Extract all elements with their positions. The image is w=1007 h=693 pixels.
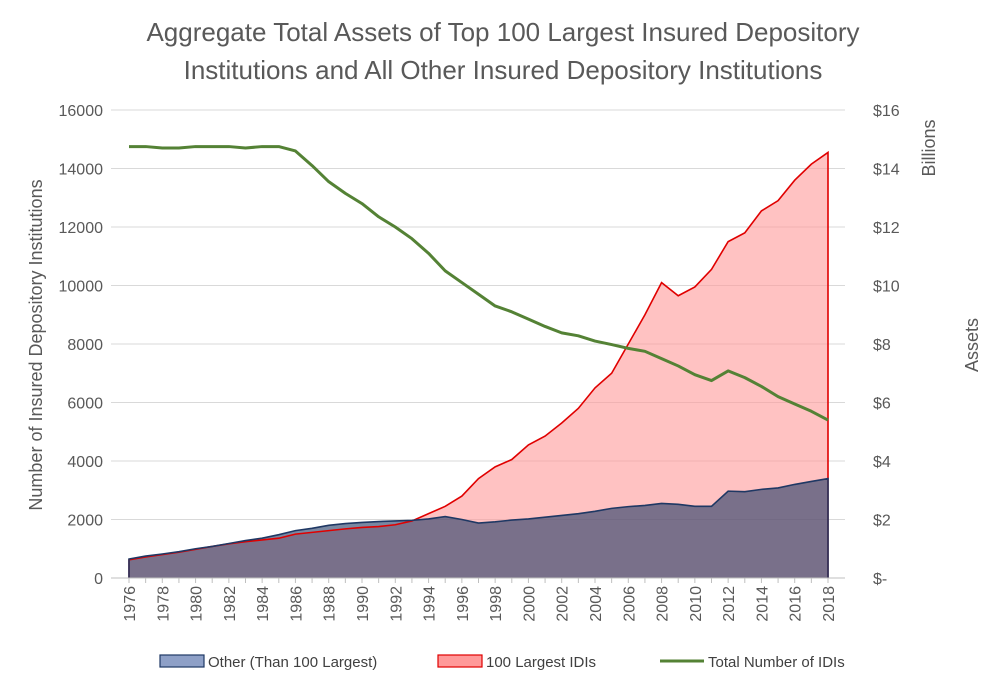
left-tick-label: 0 bbox=[94, 571, 103, 588]
right-tick-label: $4 bbox=[873, 454, 891, 471]
legend-swatch-other-than-100-largest- bbox=[159, 654, 205, 668]
x-tick-label: 1986 bbox=[288, 586, 305, 622]
right-tick-label: $14 bbox=[873, 162, 900, 179]
left-tick-label: 6000 bbox=[67, 396, 103, 413]
x-tick-label: 2010 bbox=[688, 586, 705, 622]
right-tick-label: $6 bbox=[873, 396, 891, 413]
x-tick-label: 2008 bbox=[655, 586, 672, 622]
x-tick-label: 1982 bbox=[222, 586, 239, 622]
x-tick-label: 1992 bbox=[388, 586, 405, 622]
x-tick-label: 2004 bbox=[588, 586, 605, 622]
x-tick-label: 2018 bbox=[821, 586, 838, 622]
legend-label-other-than-100-largest-: Other (Than 100 Largest) bbox=[208, 654, 377, 671]
x-tick-label: 1994 bbox=[422, 586, 439, 622]
left-tick-label: 4000 bbox=[67, 454, 103, 471]
left-tick-label: 2000 bbox=[67, 513, 103, 530]
right-tick-label: $10 bbox=[873, 279, 900, 296]
left-tick-label: 14000 bbox=[59, 162, 104, 179]
line-total-number-of-idis bbox=[129, 145, 829, 422]
x-tick-label: 1978 bbox=[155, 586, 172, 622]
left-tick-label: 10000 bbox=[59, 279, 104, 296]
right-axis-title: Assets bbox=[962, 318, 982, 372]
right-tick-label: $12 bbox=[873, 220, 900, 237]
left-tick-label: 12000 bbox=[59, 220, 104, 237]
x-axis-ticks: 1976 1978 1980 1982 1984 1986 1988 1990 1992 1994… bbox=[122, 586, 838, 622]
series-lines bbox=[129, 145, 829, 422]
x-tick-label: 1984 bbox=[255, 586, 272, 622]
x-tick-label: 2006 bbox=[621, 586, 638, 622]
x-tick-label: 1998 bbox=[488, 586, 505, 622]
x-tick-label: 2016 bbox=[788, 586, 805, 622]
axes bbox=[111, 577, 845, 583]
right-axis-ticks: $- $2 $4 $6 $8 $10 $12 $14 $16 bbox=[873, 103, 900, 588]
x-tick-label: 2002 bbox=[555, 586, 572, 622]
area-other-than-100-largest- bbox=[129, 478, 828, 578]
left-axis-ticks: 0 2000 4000 6000 8000 10000 12000 14000 16000 bbox=[59, 103, 104, 588]
left-axis-title: Number of Insured Depository Institution… bbox=[26, 179, 46, 510]
x-tick-label: 2014 bbox=[754, 586, 771, 622]
area-outline-other-than-100-largest- bbox=[128, 477, 829, 578]
left-tick-label: 8000 bbox=[67, 337, 103, 354]
x-tick-label: 2000 bbox=[521, 586, 538, 622]
right-tick-label: $- bbox=[873, 571, 887, 588]
x-tick-label: 2012 bbox=[721, 586, 738, 622]
right-tick-label: $2 bbox=[873, 513, 891, 530]
gridlines bbox=[111, 109, 845, 579]
left-tick-label: 16000 bbox=[59, 103, 104, 120]
legend: Other (Than 100 Largest) 100 Largest IDIs… bbox=[159, 654, 845, 671]
legend-swatch-100-largest-idis bbox=[437, 654, 483, 668]
x-tick-label: 1996 bbox=[455, 586, 472, 622]
legend-label-100-largest-idis: 100 Largest IDIs bbox=[486, 654, 596, 671]
chart-title-line-2: Institutions and All Other Insured Depos… bbox=[184, 55, 823, 85]
x-tick-label: 1980 bbox=[189, 586, 206, 622]
right-tick-label: $8 bbox=[873, 337, 891, 354]
legend-label-total-number-of-idis: Total Number of IDIs bbox=[708, 654, 845, 671]
x-tick-label: 1976 bbox=[122, 586, 139, 622]
chart-title-line-1: Aggregate Total Assets of Top 100 Larges… bbox=[146, 17, 859, 47]
right-tick-label: $16 bbox=[873, 103, 900, 120]
right-axis-units: Billions bbox=[919, 119, 939, 176]
area-100-largest-idis bbox=[129, 152, 828, 578]
series-areas bbox=[128, 150, 829, 578]
x-tick-label: 1990 bbox=[355, 586, 372, 622]
x-tick-label: 1988 bbox=[322, 586, 339, 622]
